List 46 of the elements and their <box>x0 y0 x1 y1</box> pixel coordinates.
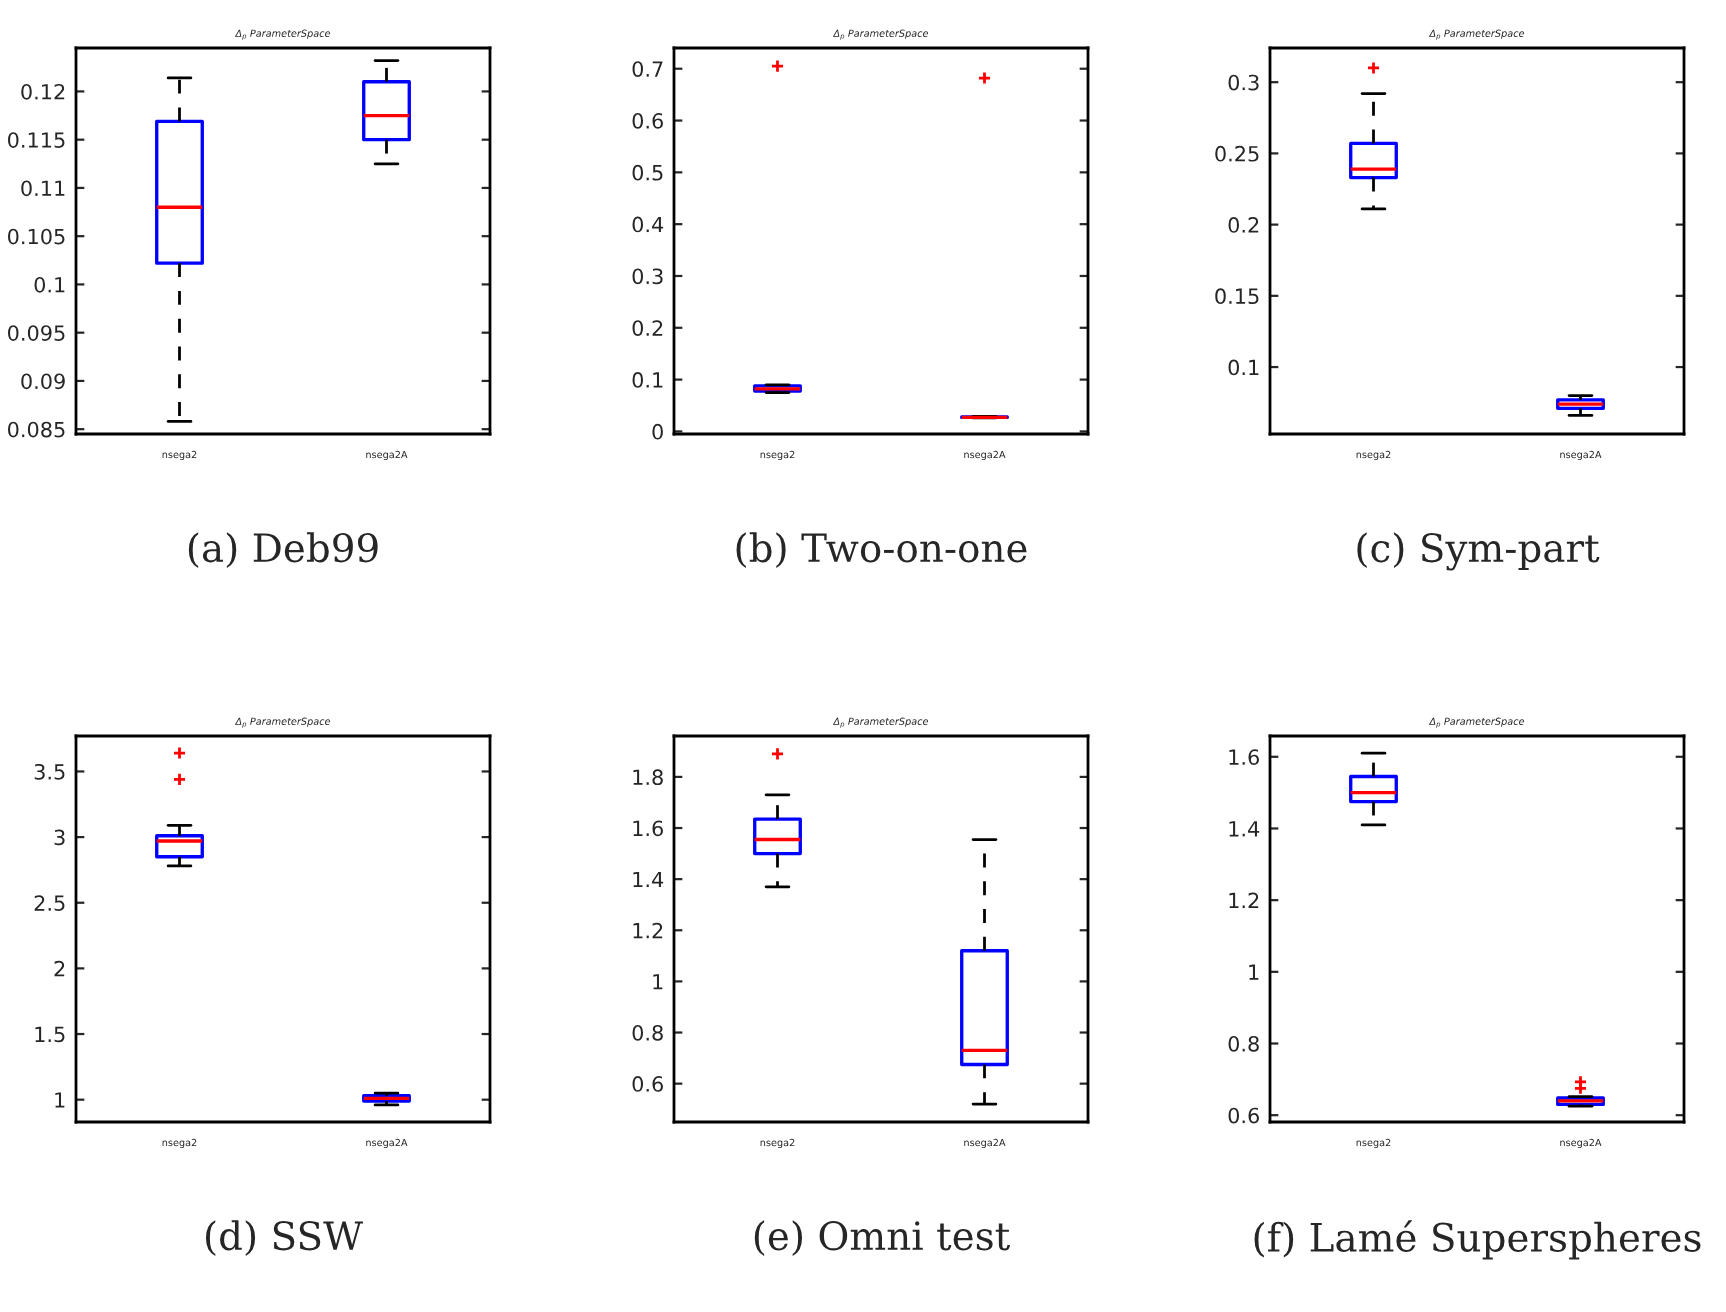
y-tick-label: 1 <box>1249 964 1259 980</box>
y-tick-label: 0.1 <box>632 372 663 388</box>
y-tick-label: 0.3 <box>1228 74 1259 91</box>
y-tick-label: 1.4 <box>633 871 664 888</box>
y-tick-label: 1.2 <box>1229 892 1259 909</box>
y-tick-label: 0.09 <box>21 373 65 390</box>
y-tick-label: 0.2 <box>632 320 663 336</box>
y-tick-label: 1.5 <box>35 1026 65 1043</box>
x-axis-title: (d) SSW <box>205 1220 363 1256</box>
y-tick-label: 0.095 <box>8 325 65 341</box>
y-tick-label: 3 <box>54 829 65 846</box>
y-tick-label: 0.6 <box>632 1076 663 1092</box>
y-tick-label: 1.8 <box>633 769 663 786</box>
y-tick-label: 0.2 <box>1228 217 1259 233</box>
y-tick-label: 0.8 <box>1228 1035 1259 1052</box>
y-tick-label: 0.11 <box>21 180 65 197</box>
y-tick-label: 0.7 <box>632 61 663 77</box>
y-tick-label: 0.115 <box>8 132 65 148</box>
y-tick-label: 2.5 <box>34 895 65 911</box>
y-tick-label: 3.5 <box>34 763 65 780</box>
y-tick-label: 1 <box>55 1092 65 1108</box>
y-tick-label: 0.5 <box>632 164 663 181</box>
y-tick-label: 0.1 <box>34 276 65 293</box>
y-tick-label: 1.6 <box>1229 749 1259 765</box>
y-tick-label: 1.4 <box>1229 821 1260 837</box>
y-tick-label: 0.085 <box>8 421 65 438</box>
y-tick-label: 0 <box>652 423 663 440</box>
x-axis-title: (e) Omni test <box>754 1220 1010 1256</box>
y-tick-label: 0.4 <box>632 216 664 233</box>
y-tick-label: 0.105 <box>8 228 65 245</box>
x-axis-title: (b) Two-on-one <box>736 532 1027 568</box>
y-tick-label: 0.6 <box>632 112 663 129</box>
y-tick-label: 0.3 <box>632 268 663 285</box>
y-tick-label: 1.2 <box>633 922 663 939</box>
x-axis-title: (a) Deb99 <box>188 532 378 568</box>
y-tick-label: 0.15 <box>1215 288 1259 305</box>
y-tick-label: 0.12 <box>21 83 65 100</box>
y-tick-label: 0.1 <box>1228 359 1259 376</box>
y-tick-label: 0.6 <box>1228 1107 1259 1124</box>
y-tick-label: 0.8 <box>632 1024 663 1041</box>
y-tick-label: 1.6 <box>633 820 663 837</box>
y-tick-label: 2 <box>54 960 65 977</box>
x-axis-title: (f) Lamé Superspheres <box>1254 1220 1701 1260</box>
y-tick-label: 0.25 <box>1215 145 1259 162</box>
y-tick-label: 1 <box>653 974 663 990</box>
x-axis-title: (c) Sym-part <box>1357 532 1600 571</box>
